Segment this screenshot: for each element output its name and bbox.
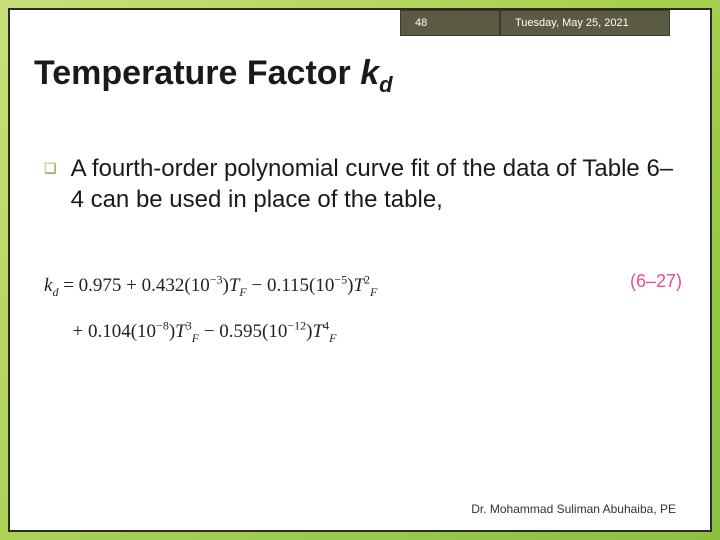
eq-c0: 0.975: [79, 275, 122, 296]
topbar: 48 Tuesday, May 25, 2021: [400, 10, 670, 36]
eq-p4exp: −12: [287, 319, 306, 333]
eq-t4: T: [312, 321, 323, 342]
eq-p2exp: −5: [334, 273, 347, 287]
eq-p4a: (10: [262, 321, 287, 342]
title-text: Temperature Factor: [34, 54, 360, 92]
slide-date: Tuesday, May 25, 2021: [500, 10, 670, 36]
eq-c2: 0.115: [267, 275, 309, 296]
eq-plus1: +: [121, 275, 141, 296]
eq-equals: =: [58, 275, 78, 296]
eq-t2sub: F: [370, 285, 377, 299]
body-text: A fourth-order polynomial curve fit of t…: [71, 154, 686, 215]
eq-line2pre: +: [73, 321, 88, 342]
eq-t1: T: [229, 275, 240, 296]
title-subscript: d: [379, 72, 392, 97]
eq-t1sub: F: [239, 285, 246, 299]
eq-p3a: (10: [131, 321, 156, 342]
eq-minus2: −: [247, 275, 267, 296]
eq-minus4: −: [199, 321, 219, 342]
eq-p1a: (10: [184, 275, 209, 296]
eq-t3: T: [175, 321, 186, 342]
title-variable: k: [360, 54, 379, 92]
bullet-icon: ❑: [44, 160, 57, 215]
equation-number: (6–27): [630, 271, 686, 292]
eq-t4sub: F: [329, 331, 336, 345]
page-number: 48: [400, 10, 500, 36]
eq-c3: 0.104: [88, 321, 131, 342]
eq-p1exp: −3: [210, 273, 223, 287]
slide-frame: 48 Tuesday, May 25, 2021 Temperature Fac…: [8, 8, 712, 532]
eq-t2: T: [353, 275, 364, 296]
eq-t3sub: F: [192, 331, 199, 345]
body-row: ❑ A fourth-order polynomial curve fit of…: [34, 154, 686, 215]
footer-author: Dr. Mohammad Suliman Abuhaiba, PE: [471, 502, 676, 516]
eq-c4: 0.595: [219, 321, 262, 342]
eq-p3exp: −8: [156, 319, 169, 333]
eq-p2a: (10: [309, 275, 334, 296]
equation-block: kd = 0.975 + 0.432(10−3)TF − 0.115(10−5)…: [34, 263, 686, 354]
equation: kd = 0.975 + 0.432(10−3)TF − 0.115(10−5)…: [44, 263, 630, 354]
eq-c1: 0.432: [142, 275, 185, 296]
